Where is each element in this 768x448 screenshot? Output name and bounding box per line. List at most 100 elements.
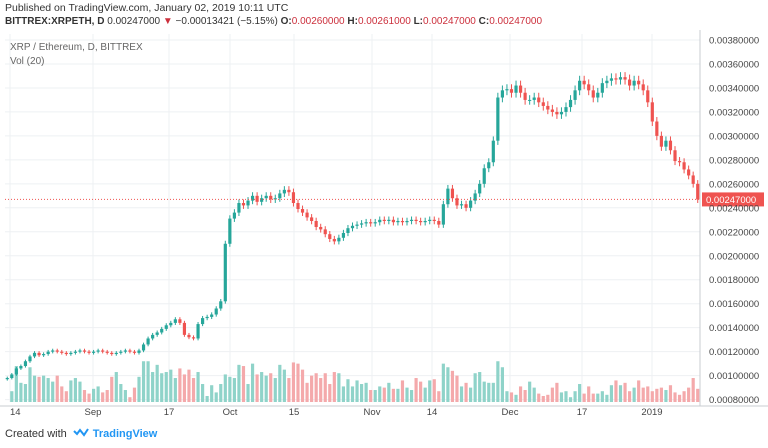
candle-body [655, 121, 659, 136]
candle-body [591, 90, 595, 98]
y-tick-label: 0.00360000 [709, 59, 759, 70]
volume-bar [355, 380, 359, 402]
volume-bar [160, 373, 164, 402]
candle-body [496, 97, 500, 141]
candle-body [541, 102, 545, 106]
volume-bar [69, 380, 73, 402]
volume-bar [305, 382, 309, 402]
volume-bar [391, 388, 395, 402]
volume-bar [42, 375, 46, 402]
volume-bar [282, 369, 286, 402]
volume-bar [173, 378, 177, 402]
candle-body [223, 243, 227, 302]
candle-body [623, 77, 627, 80]
x-tick-label: 14 [10, 407, 21, 418]
volume-bar [23, 384, 28, 402]
candle-body [387, 219, 391, 221]
y-tick-label: 0.00140000 [709, 323, 759, 334]
volume-bar [559, 392, 564, 402]
candle-body [137, 350, 141, 353]
volume-bar [241, 366, 246, 402]
candle-body [641, 84, 645, 91]
candle-body [537, 97, 541, 103]
volume-bar [641, 387, 645, 402]
candle-body [82, 350, 87, 352]
candle-body [28, 356, 32, 362]
volume-bar [428, 380, 432, 402]
volume-bar [169, 369, 173, 402]
y-tick-label: 0.00180000 [709, 275, 759, 286]
candle-body [296, 203, 300, 210]
candle-body [319, 226, 323, 230]
volume-bar [387, 382, 391, 402]
footer: Created with TradingView [5, 428, 157, 440]
candle-body [128, 350, 132, 352]
candle-body [46, 351, 50, 355]
y-tick-label: 0.00220000 [709, 227, 759, 238]
candle-body [187, 334, 191, 338]
high-value: 0.00261000 [357, 16, 411, 27]
candle-body [482, 168, 486, 184]
volume-bar [350, 386, 355, 402]
volume-bar [310, 375, 314, 402]
candle-body [523, 92, 527, 100]
candle-body [382, 219, 386, 221]
volume-bar [87, 393, 91, 402]
candle-body [37, 352, 41, 356]
candle-body [487, 162, 491, 169]
candle-body [141, 344, 146, 351]
candle-body [546, 105, 550, 110]
volume-bar [214, 392, 218, 402]
volume-bar [382, 387, 386, 402]
y-tick-label: 0.00380000 [709, 35, 759, 46]
close-label: C: [478, 16, 490, 27]
candle-body [364, 222, 368, 224]
volume-bar [514, 394, 518, 402]
volume-bar [523, 390, 527, 402]
x-tick-label: Dec [502, 407, 519, 418]
volume-bar [573, 391, 577, 402]
candle-body [550, 109, 554, 112]
candle-body [123, 350, 127, 352]
volume-bar [609, 385, 614, 402]
volume-bar [201, 384, 205, 402]
volume-bar [91, 388, 96, 402]
high-label: H: [347, 16, 358, 27]
candle-body [582, 80, 586, 85]
candle-body [632, 80, 636, 86]
volume-bar [155, 364, 159, 402]
x-tick-label: Oct [223, 407, 238, 418]
volume-bar [628, 391, 632, 402]
price-chart[interactable]: 0.00247000 0.00380000 0.00360000 0.0034000… [0, 30, 768, 420]
volume-bar [14, 366, 18, 402]
volume-bar [182, 374, 187, 402]
volume-bar [632, 387, 636, 402]
candle-body [314, 220, 318, 227]
volume-bar [205, 396, 209, 402]
tradingview-brand[interactable]: TradingView [92, 428, 158, 440]
symbol-info: BITTREX:XRPETH, D 0.00247000 ▼ −0.000134… [5, 16, 542, 27]
candle-body [96, 350, 100, 352]
last-price: 0.00247000 [107, 16, 161, 27]
volume-bar [637, 380, 641, 402]
volume-bar [423, 387, 427, 402]
volume-bar [455, 375, 459, 402]
candle-body [464, 204, 468, 208]
candle-body [400, 220, 405, 223]
candle-body [378, 219, 382, 223]
candle-body [596, 92, 600, 98]
candle-body [205, 316, 209, 319]
x-tick-label: 17 [577, 407, 588, 418]
candle-body [19, 366, 23, 369]
volume-bar [51, 381, 55, 402]
volume-bar [518, 386, 523, 402]
volume-bar [123, 390, 127, 402]
candle-body [32, 352, 37, 357]
candle-body [51, 350, 55, 352]
candle-body [10, 374, 14, 379]
volume-bar [541, 396, 545, 402]
candle-body [491, 140, 495, 163]
volume-bar [64, 391, 68, 402]
candle-body [668, 140, 673, 151]
candle-body [450, 188, 455, 199]
